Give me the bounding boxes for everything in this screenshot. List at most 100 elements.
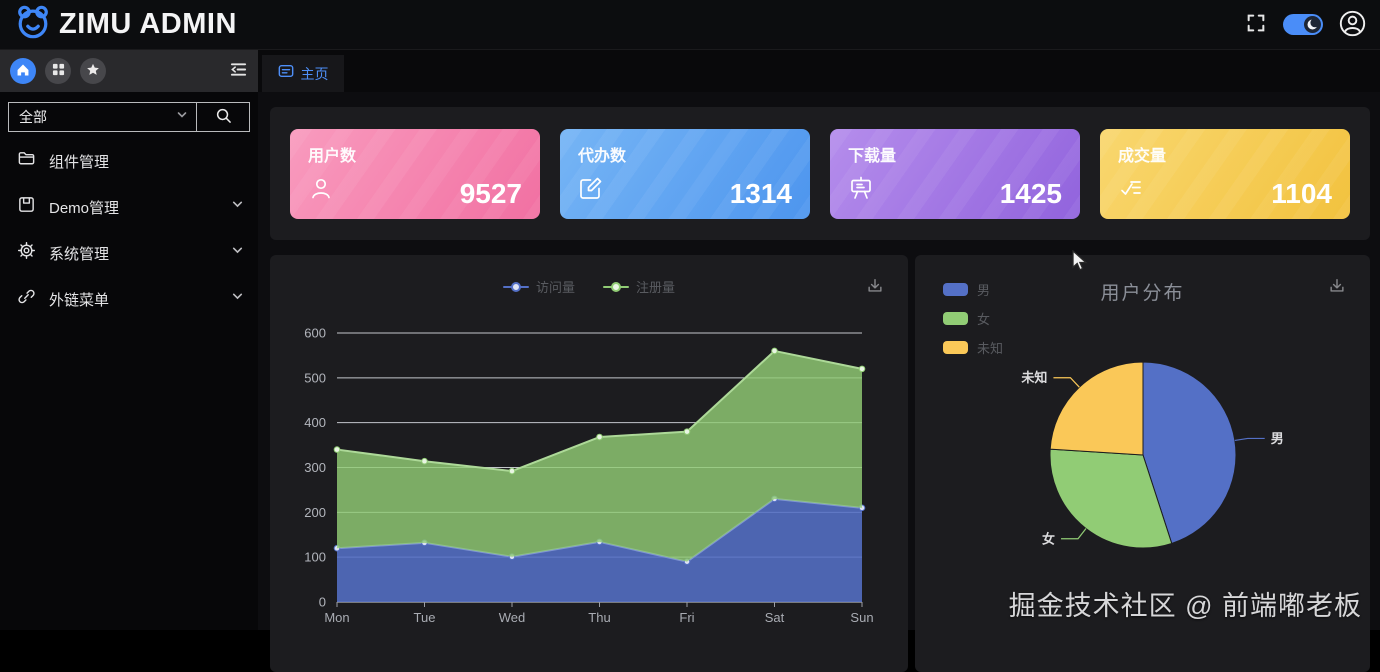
search-icon	[215, 107, 232, 127]
search-scope-select[interactable]: 全部	[8, 102, 196, 132]
favorites-button[interactable]	[80, 58, 106, 84]
gear-icon	[17, 241, 36, 265]
svg-text:Wed: Wed	[499, 610, 526, 625]
line-series-marker	[502, 281, 529, 292]
legend-item-male[interactable]: 男	[943, 280, 1003, 299]
user-icon	[308, 175, 334, 206]
stat-label: 下载量	[848, 148, 897, 165]
moon-icon	[1304, 18, 1321, 33]
stat-label: 用户数	[308, 148, 357, 165]
sidebar-item-label: 组件管理	[49, 153, 110, 171]
legend-label: 注册量	[636, 280, 676, 295]
home-button[interactable]	[10, 58, 36, 84]
app-title: ZIMU ADMIN	[59, 8, 237, 40]
theme-toggle[interactable]	[1283, 14, 1323, 35]
sidebar-item-label: Demo管理	[49, 199, 120, 217]
apps-button[interactable]	[45, 58, 71, 84]
dashboard-content: 用户数 9527 代办数 1314 下载量	[258, 92, 1380, 672]
stat-value: 1425	[999, 178, 1062, 209]
stat-card-users[interactable]: 用户数 9527	[290, 129, 540, 219]
legend-label: 女	[977, 312, 991, 327]
legend-item-visits[interactable]: 访问量	[502, 277, 575, 296]
folder-icon	[17, 149, 36, 173]
sidebar-toolbar	[0, 50, 258, 92]
svg-text:Sun: Sun	[850, 610, 873, 625]
main-area: 主页 用户数 9527 代办数	[258, 50, 1380, 672]
sidebar-item-external-links[interactable]: 外链菜单	[0, 276, 258, 322]
stat-card-todos[interactable]: 代办数 1314	[560, 129, 810, 219]
checklist-icon	[1118, 175, 1144, 206]
search-button[interactable]	[196, 102, 250, 132]
svg-text:400: 400	[304, 415, 326, 430]
sidebar: 全部 组件管理	[0, 50, 258, 630]
legend-label: 未知	[977, 341, 1004, 356]
search-scope-value: 全部	[19, 109, 47, 125]
stat-label: 成交量	[1118, 148, 1167, 165]
edit-icon	[578, 175, 604, 206]
download-icon	[866, 278, 884, 298]
svg-text:Fri: Fri	[679, 610, 694, 625]
svg-text:500: 500	[304, 370, 326, 385]
menu-fold-icon	[229, 61, 248, 81]
stat-card-downloads[interactable]: 下载量 1425	[830, 129, 1080, 219]
svg-text:600: 600	[304, 326, 326, 341]
chevron-down-icon	[231, 198, 244, 216]
bear-icon	[14, 4, 52, 45]
stats-panel: 用户数 9527 代办数 1314 下载量	[270, 107, 1370, 240]
download-chart-button[interactable]	[866, 277, 884, 298]
svg-text:Mon: Mon	[324, 610, 349, 625]
app-header: ZIMU ADMIN	[0, 0, 1380, 50]
tab-label: 主页	[300, 65, 329, 82]
stat-card-transactions[interactable]: 成交量 1104	[1100, 129, 1350, 219]
board-icon	[848, 175, 874, 206]
chevron-down-icon	[176, 108, 188, 126]
download-icon	[1328, 278, 1346, 298]
user-avatar-icon	[1339, 10, 1366, 40]
sidebar-item-label: 外链菜单	[49, 291, 110, 309]
star-icon	[86, 63, 100, 80]
chevron-down-icon	[231, 244, 244, 262]
svg-text:Tue: Tue	[414, 610, 436, 625]
sidebar-item-label: 系统管理	[49, 245, 110, 263]
svg-text:200: 200	[304, 505, 326, 520]
sidebar-menu: 组件管理 Demo管理 系统管理	[0, 138, 258, 322]
sidebar-search: 全部	[8, 102, 250, 132]
visits-chart-panel: 访问量 注册量 0 100 200 300 400 500 600 Mon Tue Wed Thu F…	[270, 255, 908, 672]
app-logo: ZIMU ADMIN	[14, 4, 237, 45]
svg-text:Thu: Thu	[588, 610, 610, 625]
legend-item-unknown[interactable]: 未知	[943, 338, 1003, 357]
home-tab-icon	[278, 64, 294, 83]
fullscreen-button[interactable]	[1245, 12, 1267, 37]
sidebar-item-components[interactable]: 组件管理	[0, 138, 258, 184]
pie-chart-title: 用户分布	[1100, 283, 1185, 304]
svg-text:0: 0	[319, 595, 326, 610]
pie-chart-legend: 男 女 未知	[943, 280, 1003, 357]
stat-label: 代办数	[578, 148, 627, 165]
download-chart-button[interactable]	[1328, 277, 1346, 298]
stat-value: 1104	[1271, 178, 1332, 209]
line-chart-legend: 访问量 注册量	[270, 277, 908, 296]
theme-toggle-knob	[1304, 16, 1321, 33]
svg-text:男: 男	[1271, 431, 1284, 446]
stacked-area-chart[interactable]: 0 100 200 300 400 500 600 Mon Tue Wed Thu Fri Sat Sun	[270, 255, 908, 672]
svg-text:300: 300	[304, 460, 326, 475]
legend-item-registrations[interactable]: 注册量	[603, 277, 675, 296]
watermark-text: 掘金技术社区 @ 前端嘟老板	[1008, 591, 1362, 621]
svg-text:Sat: Sat	[765, 610, 785, 625]
tab-home[interactable]: 主页	[262, 55, 344, 92]
save-icon	[17, 195, 36, 219]
svg-text:女: 女	[1042, 531, 1055, 546]
legend-item-female[interactable]: 女	[943, 309, 1003, 328]
menu-collapse-button[interactable]	[229, 61, 248, 81]
user-distribution-panel: 用户分布 男 女 未知	[915, 255, 1370, 672]
legend-swatch	[943, 312, 968, 325]
sidebar-item-demo[interactable]: Demo管理	[0, 184, 258, 230]
line-series-marker	[603, 281, 629, 292]
tab-bar: 主页	[258, 50, 1380, 92]
legend-swatch	[943, 341, 968, 354]
avatar-button[interactable]	[1339, 10, 1366, 40]
link-icon	[17, 287, 36, 311]
legend-label: 男	[977, 283, 991, 298]
sidebar-item-system[interactable]: 系统管理	[0, 230, 258, 276]
